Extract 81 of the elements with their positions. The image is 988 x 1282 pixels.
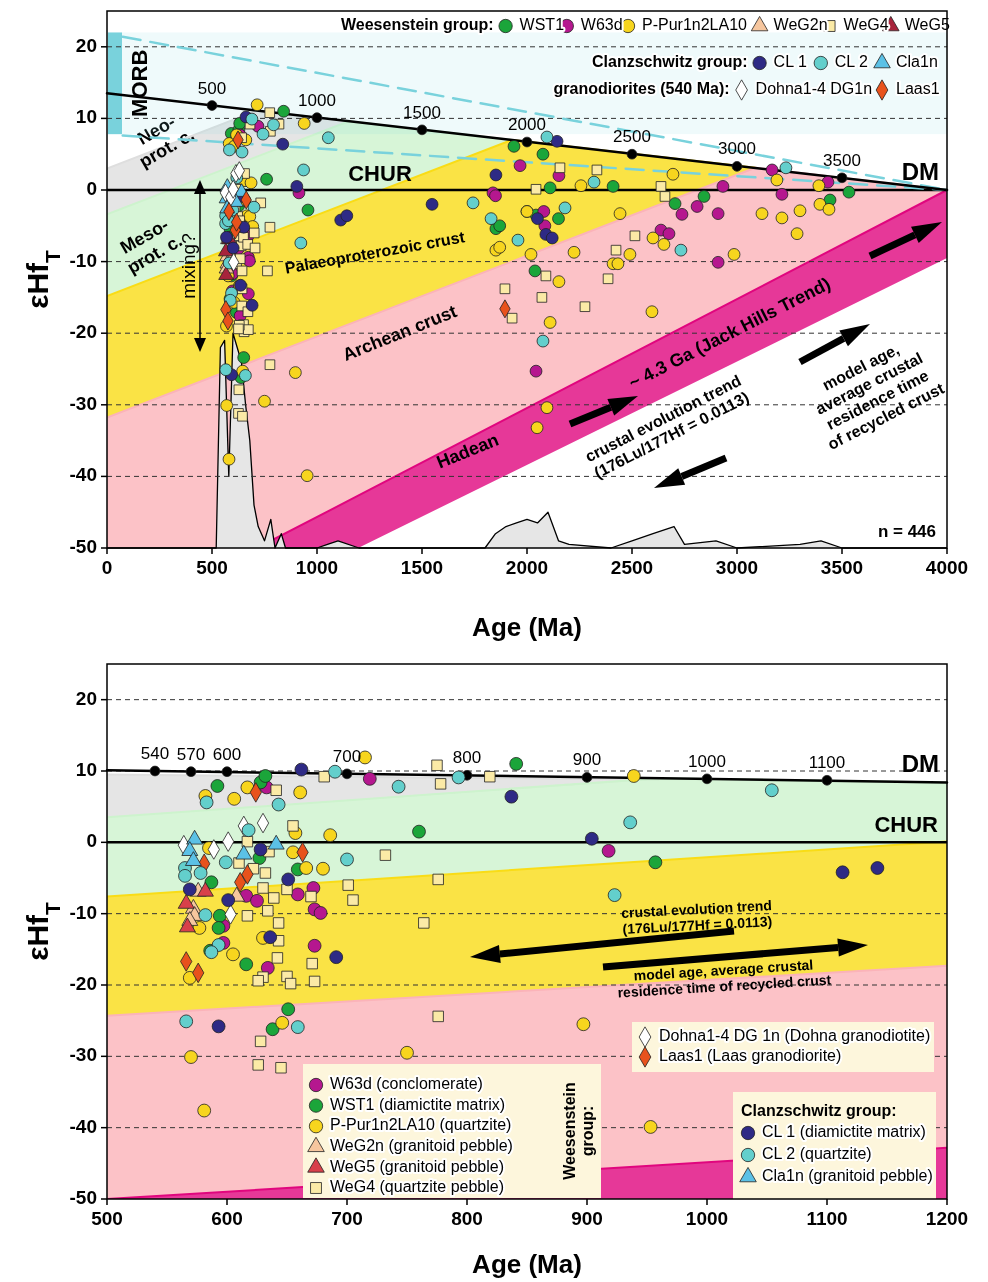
y-tick-label: -40 [69, 1115, 97, 1137]
annotation: 1500 [403, 102, 441, 122]
annotation: granodiorites (540 Ma): [553, 80, 730, 98]
x-tick-label: 2000 [505, 557, 549, 578]
y-tick-label: -20 [69, 321, 97, 343]
legend-label: CL 2 (quartzite) [762, 1145, 872, 1163]
y-tick-label: 10 [75, 759, 97, 781]
y-tick-label: 0 [86, 178, 97, 200]
series-label: DM [901, 750, 939, 778]
x-tick-label: 500 [91, 1208, 123, 1229]
legend-label: WST1 (diamictite matrix) [330, 1095, 506, 1113]
annotation: Weesenstein group: [340, 16, 494, 34]
x-tick-label: 900 [571, 1208, 603, 1229]
legend-label: Dohna1-4 DG1n [755, 80, 873, 98]
y-tick-label: -50 [69, 536, 97, 558]
annotation: Clanzschwitz group: [592, 53, 748, 71]
y-tick-label: -30 [69, 1044, 97, 1066]
x-tick-label: 4000 [925, 557, 969, 578]
x-tick-label: 700 [331, 1208, 363, 1229]
x-tick-label: 2500 [610, 557, 654, 578]
legend-label: Dohna1-4 DG 1n (Dohna granodiotite) [659, 1027, 931, 1045]
annotation: crustal evolution trend (176Lu/177Hf = 0.0113) [620, 896, 773, 937]
x-tick-label: 1500 [400, 557, 444, 578]
annotation: 600 [212, 744, 242, 764]
annotation: 3000 [718, 139, 756, 159]
legend-label: W63d (conclomerate) [330, 1075, 483, 1093]
y-tick-label: 20 [75, 687, 97, 709]
y-tick-label: -50 [69, 1187, 97, 1209]
ref-line-label: CHUR [874, 811, 939, 837]
annotation: 1000 [688, 751, 726, 771]
annotation: 540 [140, 744, 170, 763]
x-axis-title: Age (Ma) [472, 612, 582, 642]
x-tick-label: 1000 [685, 1208, 729, 1229]
series-label: DM [901, 158, 939, 186]
legend-label: CL 1 (diamictite matrix) [762, 1123, 926, 1141]
x-axis-title: Age (Ma) [472, 1249, 582, 1279]
legend-label: CL 2 [834, 53, 869, 71]
y-tick-label: -30 [69, 392, 97, 414]
annotation: 1000 [298, 90, 336, 110]
x-tick-label: 600 [211, 1208, 243, 1229]
x-tick-label: 500 [196, 557, 228, 578]
y-tick-label: -10 [69, 249, 97, 271]
annotation: model age, average crustal residence time of recycled crust [617, 956, 833, 1001]
y-tick-label: -40 [69, 464, 97, 486]
x-tick-label: 3500 [820, 557, 864, 578]
legend-label: Cla1n (granitoid pebble) [762, 1167, 933, 1185]
annotation: 700 [332, 746, 362, 766]
legend-label: Laas1 (Laas granodiorite) [659, 1047, 842, 1065]
x-tick-label: 1000 [295, 557, 339, 578]
y-tick-label: -10 [69, 901, 97, 923]
x-tick-label: 1200 [925, 1208, 969, 1229]
legend-label: WeG2n (granitoid pebble) [330, 1137, 513, 1155]
annotation: Clanzschwitz group: [741, 1102, 897, 1120]
legend-label: CL 1 [773, 53, 807, 71]
legend-label: Laas1 [896, 80, 940, 98]
annotation: 800 [452, 748, 482, 768]
x-tick-label: 1100 [806, 1208, 848, 1229]
y-tick-label: 20 [75, 34, 97, 56]
annotation: 1100 [808, 753, 846, 773]
band-label: MORB [126, 49, 152, 117]
legend-label: W63d [580, 16, 623, 34]
legend-label: WeG4 (quartzite pebble) [330, 1178, 505, 1196]
y-tick-label: -20 [69, 973, 97, 995]
legend-label: Cla1n [896, 53, 938, 71]
legend-label: P-Pur1n2LA10 [642, 16, 748, 34]
legend-label: P-Pur1n2LA10 (quartzite) [330, 1116, 512, 1134]
annotation: Weesenstein group: [561, 1082, 597, 1180]
annotation: 500 [197, 78, 227, 98]
x-tick-label: 800 [451, 1208, 483, 1229]
annotation: n = 446 [877, 522, 936, 542]
y-tick-label: 0 [86, 830, 97, 852]
annotation: 900 [572, 750, 602, 770]
annotation: 2500 [613, 127, 651, 147]
annotation: 3500 [823, 150, 861, 170]
annotation: 2000 [508, 115, 546, 135]
ref-line-label: CHUR [348, 160, 412, 186]
legend-label: WeG5 (granitoid pebble) [330, 1157, 505, 1175]
x-tick-label: 0 [101, 557, 113, 578]
x-tick-label: 3000 [715, 557, 759, 578]
annotation: 570 [176, 744, 206, 764]
y-tick-label: 10 [75, 106, 97, 128]
